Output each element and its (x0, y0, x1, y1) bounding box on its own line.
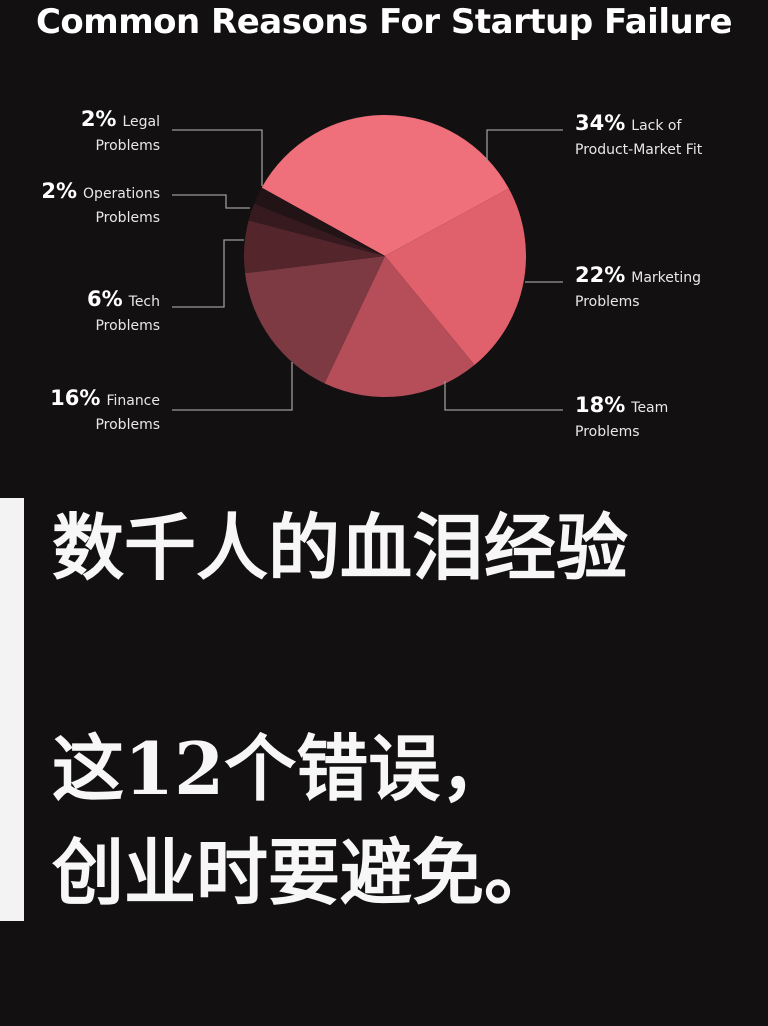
slice-label: 6% Tech (87, 287, 160, 311)
slice-label-line1: Operations (83, 186, 160, 202)
slice-label: 18% Team (575, 393, 668, 417)
slice-label: 16% Finance (50, 386, 160, 410)
slice-label-line1: Team (630, 400, 668, 416)
slice-percent: 16% (50, 386, 100, 410)
slice-label: 2% Operations (41, 179, 160, 203)
headline-line-2: 这12个错误， (52, 726, 513, 811)
headline-line-3: 创业时要避免。 (52, 830, 557, 915)
slice-label: 34% Lack of (575, 111, 682, 135)
leader-line (486, 129, 563, 162)
leader-line (172, 129, 263, 186)
slice-label: 22% Marketing (575, 263, 701, 287)
pie-slice (385, 188, 527, 365)
slice-percent: 2% (81, 107, 117, 131)
headline-line-1: 数千人的血泪经验 (52, 505, 629, 590)
slice-label-line2: Problems (95, 138, 160, 154)
slice-label-line2: Problems (95, 210, 160, 226)
pie-slice (324, 256, 475, 398)
slice-label-line1: Legal (122, 114, 160, 130)
pie-chart: 34% Lack of Product-Market Fit 22% Marketing… (41, 107, 702, 440)
pie-slice (245, 256, 385, 384)
leader-line (172, 194, 250, 209)
slice-label-line1: Tech (128, 294, 160, 310)
accent-bar (0, 498, 24, 921)
chart-title: Common Reasons For Startup Failure (35, 2, 733, 42)
pie-slice (261, 114, 509, 256)
leader-line (172, 239, 244, 308)
slice-percent: 18% (575, 393, 625, 417)
pie-slice (248, 203, 385, 256)
slice-labels: 34% Lack of Product-Market Fit 22% Marketing… (41, 107, 702, 440)
slice-label-line2: Product-Market Fit (575, 142, 703, 158)
slice-percent: 22% (575, 263, 625, 287)
pie-slice (254, 187, 385, 256)
slice-label: 2% Legal (81, 107, 160, 131)
slice-label-line1: Marketing (631, 270, 701, 286)
slice-label-line2: Problems (575, 294, 640, 310)
leader-lines (172, 129, 563, 411)
slice-label-line1: Finance (106, 393, 160, 409)
slice-percent: 2% (41, 179, 77, 203)
leader-line (172, 362, 293, 411)
slice-label-line2: Problems (95, 417, 160, 433)
pie-slices (243, 114, 527, 398)
pie-slice (243, 220, 385, 274)
leader-line (444, 381, 563, 411)
slice-label-line1: Lack of (631, 118, 682, 134)
slice-label-line2: Problems (575, 424, 640, 440)
slice-percent: 6% (87, 287, 123, 311)
slice-label-line2: Problems (95, 318, 160, 334)
slice-percent: 34% (575, 111, 625, 135)
